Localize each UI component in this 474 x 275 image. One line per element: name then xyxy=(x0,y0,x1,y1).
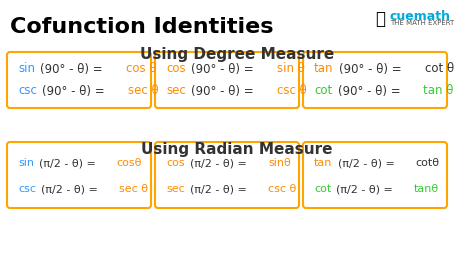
Text: tanθ: tanθ xyxy=(414,184,439,194)
Text: cos: cos xyxy=(166,158,185,168)
Text: cotθ: cotθ xyxy=(416,158,439,168)
Text: Cofunction Identities: Cofunction Identities xyxy=(10,17,273,37)
Text: (90° - θ) =: (90° - θ) = xyxy=(40,62,106,76)
Text: csc: csc xyxy=(18,84,37,98)
Text: cos θ: cos θ xyxy=(126,62,156,76)
Text: sin: sin xyxy=(18,158,34,168)
Text: sec: sec xyxy=(166,84,186,98)
Text: sin: sin xyxy=(18,62,35,76)
Text: (90° - θ) =: (90° - θ) = xyxy=(191,84,258,98)
Text: cos: cos xyxy=(166,62,186,76)
Text: cot: cot xyxy=(314,184,331,194)
Text: (π/2 - θ) =: (π/2 - θ) = xyxy=(190,158,250,168)
Text: (π/2 - θ) =: (π/2 - θ) = xyxy=(39,158,99,168)
Text: Using Degree Measure: Using Degree Measure xyxy=(140,47,334,62)
FancyBboxPatch shape xyxy=(7,52,151,108)
Text: tan: tan xyxy=(314,158,332,168)
FancyBboxPatch shape xyxy=(7,142,151,208)
Text: cot: cot xyxy=(314,84,332,98)
Text: sec θ: sec θ xyxy=(128,84,159,98)
Text: csc θ: csc θ xyxy=(268,184,296,194)
Text: csc: csc xyxy=(18,184,36,194)
Text: (90° - θ) =: (90° - θ) = xyxy=(191,62,258,76)
Text: tan: tan xyxy=(314,62,334,76)
Text: (π/2 - θ) =: (π/2 - θ) = xyxy=(41,184,101,194)
Text: cot θ: cot θ xyxy=(425,62,454,76)
Text: csc θ: csc θ xyxy=(277,84,307,98)
Text: (π/2 - θ) =: (π/2 - θ) = xyxy=(190,184,251,194)
Text: (π/2 - θ) =: (π/2 - θ) = xyxy=(336,184,397,194)
Text: sinθ: sinθ xyxy=(268,158,291,168)
Text: cosθ: cosθ xyxy=(117,158,142,168)
Text: (90° - θ) =: (90° - θ) = xyxy=(42,84,109,98)
Text: (π/2 - θ) =: (π/2 - θ) = xyxy=(337,158,398,168)
FancyBboxPatch shape xyxy=(303,52,447,108)
FancyBboxPatch shape xyxy=(155,142,299,208)
Text: Using Radian Measure: Using Radian Measure xyxy=(141,142,333,157)
FancyBboxPatch shape xyxy=(155,52,299,108)
Text: (90° - θ) =: (90° - θ) = xyxy=(337,84,404,98)
Text: cuemath: cuemath xyxy=(390,10,451,23)
Text: sin θ: sin θ xyxy=(277,62,305,76)
Text: (90° - θ) =: (90° - θ) = xyxy=(339,62,406,76)
Text: 🚀: 🚀 xyxy=(375,10,385,28)
Text: sec: sec xyxy=(166,184,185,194)
Text: sec θ: sec θ xyxy=(119,184,148,194)
Text: tan θ: tan θ xyxy=(423,84,454,98)
FancyBboxPatch shape xyxy=(303,142,447,208)
Text: THE MATH EXPERT: THE MATH EXPERT xyxy=(390,20,454,26)
